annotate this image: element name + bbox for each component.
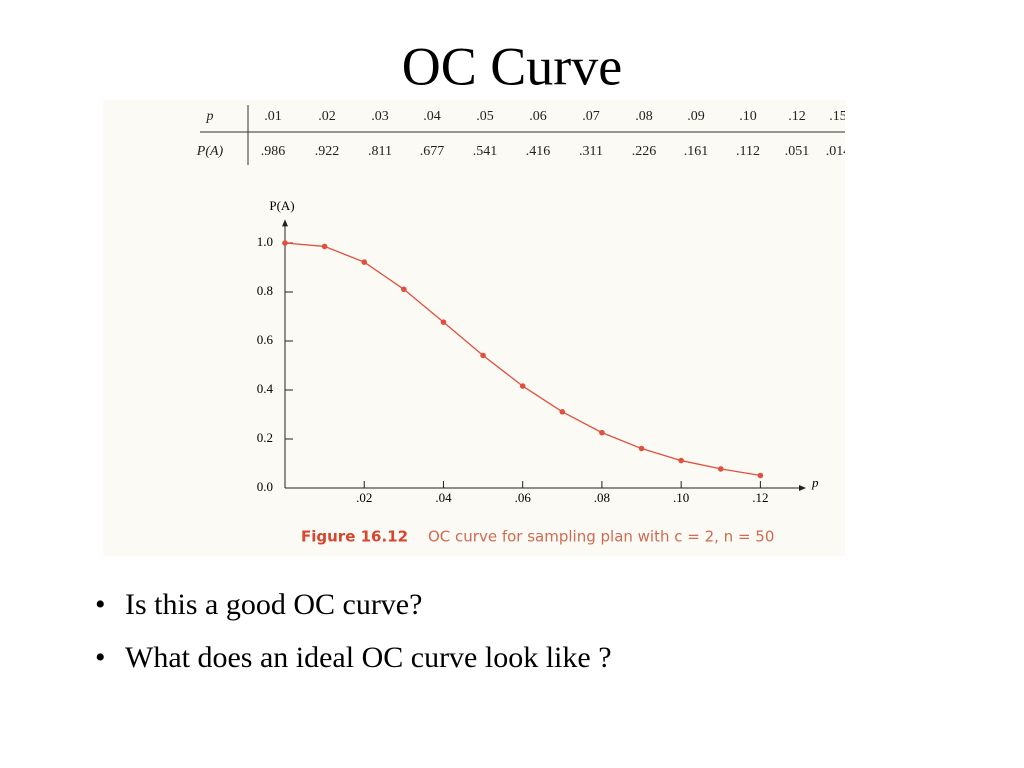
data-point bbox=[361, 259, 368, 265]
y-tick-label: 0.6 bbox=[257, 332, 274, 347]
data-point bbox=[678, 457, 684, 464]
y-tick-label: 0.8 bbox=[257, 283, 273, 298]
x-tick-label: .02 bbox=[356, 490, 372, 505]
x-tick-label: .08 bbox=[594, 490, 610, 505]
table-cell: .922 bbox=[315, 144, 340, 159]
table-cell: .02 bbox=[318, 109, 336, 124]
data-point bbox=[599, 429, 605, 436]
row-header: P(A) bbox=[196, 144, 224, 159]
y-axis-arrow bbox=[282, 219, 288, 227]
table-cell: .986 bbox=[261, 144, 286, 159]
table-cell: .677 bbox=[420, 144, 445, 159]
table-cell: .416 bbox=[526, 144, 551, 159]
data-point bbox=[401, 286, 407, 293]
slide-title: OC Curve bbox=[402, 36, 622, 96]
table-cell: .10 bbox=[739, 109, 757, 124]
bullet: Is this a good OC curve? bbox=[125, 588, 422, 621]
data-point bbox=[519, 383, 526, 389]
data-point bbox=[282, 240, 288, 246]
data-point bbox=[717, 466, 724, 472]
figure-image: Figure 16.12 OC curve for sampling plan … bbox=[103, 100, 851, 556]
y-tick-label: 0.2 bbox=[257, 430, 273, 445]
image-background bbox=[103, 100, 845, 556]
table-cell: .03 bbox=[371, 109, 389, 124]
y-tick-label: 0.0 bbox=[257, 479, 273, 494]
table-cell: .01 bbox=[264, 109, 282, 124]
table-cell: .07 bbox=[582, 109, 600, 124]
table-cell: .06 bbox=[529, 109, 547, 124]
x-tick-label: .04 bbox=[435, 490, 452, 505]
y-axis-label: P(A) bbox=[269, 198, 294, 213]
row-header: p bbox=[206, 109, 214, 124]
bullet-marker: • bbox=[95, 588, 106, 621]
table-cell: .014 bbox=[826, 144, 851, 159]
bullet-marker: • bbox=[95, 641, 106, 674]
table-cell: .811 bbox=[368, 144, 392, 159]
data-point bbox=[321, 243, 328, 250]
data-point bbox=[757, 472, 764, 479]
table-cell: .226 bbox=[632, 144, 657, 159]
table-cell: .12 bbox=[788, 109, 806, 124]
y-tick-label: 0.4 bbox=[257, 381, 274, 396]
data-point bbox=[440, 319, 447, 325]
table-cell: .161 bbox=[684, 144, 709, 159]
x-tick-label: .06 bbox=[515, 490, 532, 505]
x-axis-arrow bbox=[799, 485, 806, 491]
table-cell: .04 bbox=[423, 109, 441, 124]
table-cell: .541 bbox=[473, 144, 498, 159]
table-cell: .09 bbox=[687, 109, 705, 124]
table-cell: .051 bbox=[785, 144, 810, 159]
table-cell: .08 bbox=[635, 109, 653, 124]
bullet: What does an ideal OC curve look like ? bbox=[125, 641, 612, 674]
data-point bbox=[480, 352, 486, 359]
data-point bbox=[559, 409, 566, 415]
x-tick-label: .10 bbox=[673, 490, 689, 505]
x-tick-label: .12 bbox=[752, 490, 768, 505]
table-cell: .112 bbox=[736, 144, 760, 159]
caption-label: Figure 16.12 bbox=[301, 528, 408, 546]
table-cell: .05 bbox=[476, 109, 494, 124]
x-axis-label: p bbox=[811, 475, 819, 490]
y-tick-label: 1.0 bbox=[257, 234, 273, 249]
data-point bbox=[638, 445, 645, 452]
table-cell: .15 bbox=[829, 109, 847, 124]
table-cell: .311 bbox=[579, 144, 603, 159]
caption-text: OC curve for sampling plan with c = 2, n… bbox=[428, 528, 774, 546]
